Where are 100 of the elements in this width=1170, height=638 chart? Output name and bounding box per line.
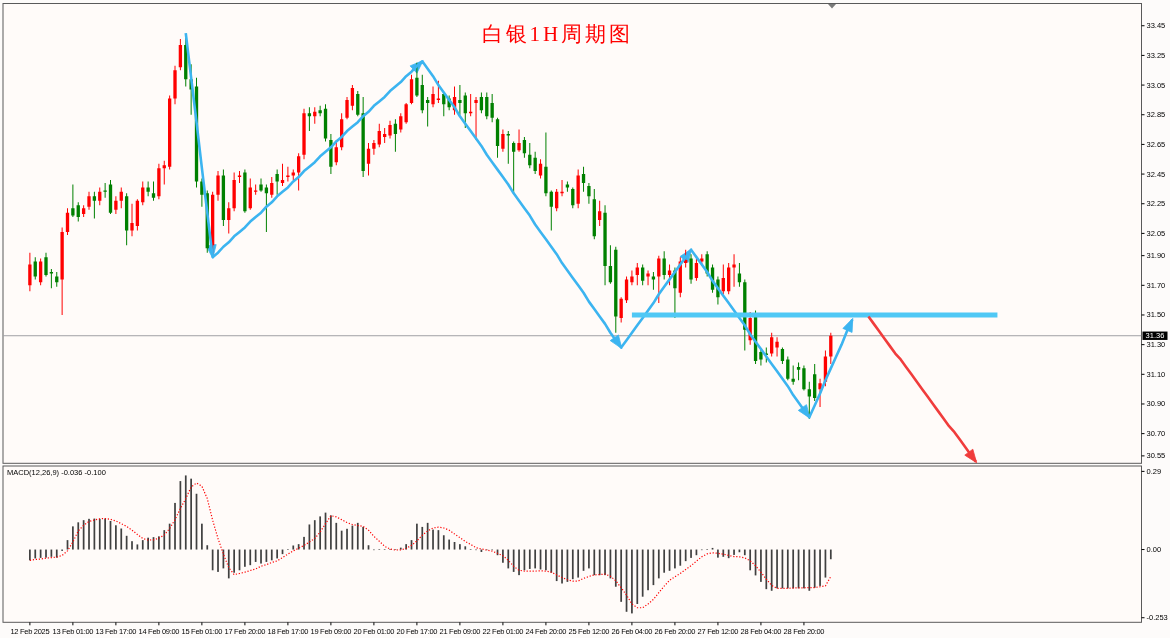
- candlestick: [555, 188, 559, 212]
- candlestick: [624, 276, 629, 304]
- candlestick: [689, 254, 693, 284]
- candlestick: [382, 128, 387, 143]
- candlestick: [485, 92, 489, 120]
- candlestick: [780, 347, 785, 364]
- candlestick: [732, 254, 736, 287]
- candlestick: [694, 258, 699, 281]
- candlestick: [173, 65, 177, 105]
- candlestick: [468, 93, 473, 117]
- candlestick: [495, 117, 500, 158]
- candlestick: [270, 177, 274, 198]
- candlestick: [425, 96, 430, 127]
- candlestick: [415, 62, 419, 97]
- candlestick: [157, 163, 161, 200]
- candlestick: [474, 96, 478, 140]
- candlestick: [490, 93, 494, 123]
- candlestick: [130, 203, 134, 237]
- line-series: [867, 315, 978, 464]
- candlestick: [372, 139, 376, 155]
- candlestick: [167, 95, 172, 170]
- candlestick: [533, 151, 537, 175]
- candlestick: [393, 119, 398, 152]
- candlestick: [232, 172, 236, 212]
- candlestick: [528, 142, 532, 169]
- candlestick: [721, 264, 725, 295]
- candlestick: [796, 362, 801, 381]
- candlestick: [119, 187, 123, 209]
- candlestick: [323, 104, 328, 142]
- candlestick: [302, 108, 306, 160]
- candlestick: [307, 107, 312, 132]
- candlestick: [614, 246, 618, 333]
- candlestick: [243, 169, 247, 213]
- candlestick: [587, 182, 591, 204]
- candlestick: [458, 85, 462, 115]
- candlestick: [608, 245, 613, 284]
- candlestick: [146, 181, 150, 197]
- candlestick: [103, 182, 107, 198]
- candlestick: [237, 171, 242, 183]
- candlestick: [162, 160, 166, 185]
- candlestick: [55, 271, 59, 287]
- candlestick: [511, 141, 516, 194]
- candlestick: [259, 178, 263, 192]
- candlestick: [576, 169, 580, 209]
- candlestick: [813, 363, 817, 401]
- candlestick: [501, 129, 505, 152]
- candlestick: [791, 365, 795, 385]
- candlestick: [264, 184, 269, 232]
- candlestick: [98, 187, 102, 206]
- candlestick: [318, 105, 322, 117]
- candlestick: [603, 205, 607, 286]
- candlestick: [60, 227, 64, 315]
- candlestick: [420, 74, 424, 114]
- candlestick: [431, 86, 435, 108]
- candlestick: [786, 356, 790, 381]
- candlestick: [592, 188, 596, 240]
- candlestick: [651, 271, 656, 290]
- candlestick: [538, 159, 543, 179]
- candlestick: [635, 263, 639, 286]
- candlestick: [361, 96, 365, 178]
- candlestick: [313, 107, 317, 124]
- candlestick: [49, 269, 54, 289]
- candlestick: [221, 169, 226, 226]
- candlestick: [65, 208, 70, 235]
- candlestick: [275, 169, 279, 195]
- candlestick: [71, 184, 75, 218]
- candlestick: [248, 178, 252, 210]
- candlestick: [399, 113, 403, 133]
- candlestick: [253, 184, 258, 195]
- candlestick: [92, 191, 97, 219]
- candlestick: [286, 166, 290, 182]
- candlestick: [81, 205, 86, 218]
- candlestick: [291, 169, 295, 180]
- candlestick: [802, 365, 806, 391]
- candlestick: [775, 337, 779, 357]
- candlestick: [549, 190, 553, 231]
- candlestick: [388, 120, 392, 139]
- candlestick: [598, 200, 602, 226]
- candlestick: [151, 181, 156, 201]
- candlestick: [662, 251, 666, 280]
- candlestick: [350, 85, 355, 111]
- candlestick: [829, 332, 833, 364]
- candlestick: [571, 187, 575, 209]
- text: 白银1H周期图: [481, 22, 634, 46]
- candlestick: [28, 252, 32, 292]
- candlestick: [517, 129, 521, 152]
- candlestick: [619, 297, 623, 323]
- candlestick: [565, 181, 570, 192]
- candlestick: [345, 96, 349, 120]
- candlestick: [124, 193, 129, 246]
- candlestick: [216, 171, 220, 201]
- candlestick: [646, 270, 650, 286]
- candlestick: [479, 92, 484, 114]
- candlestick: [178, 39, 183, 71]
- candlestick: [227, 202, 231, 234]
- candlestick: [404, 102, 408, 124]
- candlestick: [737, 263, 742, 287]
- candlestick: [76, 202, 80, 222]
- candlestick: [506, 131, 510, 164]
- candlestick: [87, 191, 91, 210]
